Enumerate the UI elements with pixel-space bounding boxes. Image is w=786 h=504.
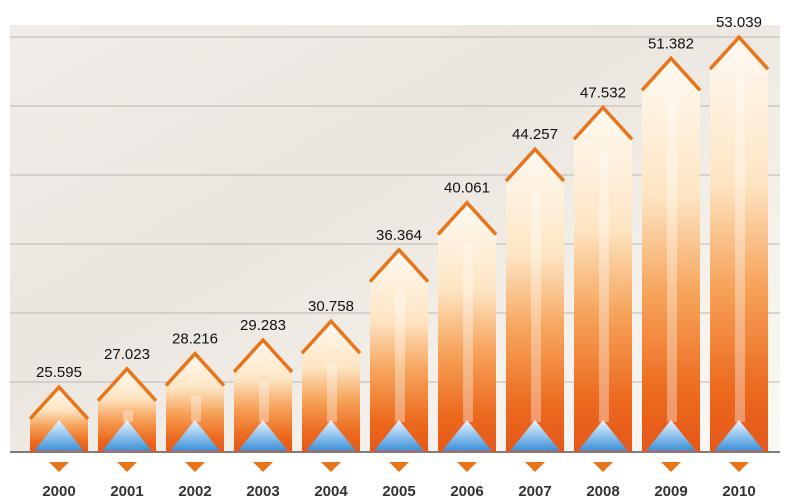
value-label: 53.039 <box>716 14 762 31</box>
x-tick-label: 2004 <box>314 483 348 500</box>
bar <box>302 321 360 452</box>
bar <box>642 58 700 453</box>
x-tick-label: 2000 <box>42 483 75 500</box>
value-label: 25.595 <box>36 364 82 381</box>
bar-highlight <box>259 381 269 422</box>
bar-base-triangle <box>510 420 560 451</box>
bar <box>710 37 768 452</box>
bar-cap <box>232 337 294 374</box>
bar-highlight <box>531 191 541 422</box>
bar-base-triangle <box>170 420 220 451</box>
bar <box>98 368 156 452</box>
bar-pointer <box>253 462 273 472</box>
bar-base-triangle <box>374 420 424 451</box>
bar <box>234 340 292 452</box>
bar-cap <box>572 104 634 141</box>
value-label: 30.758 <box>308 298 354 315</box>
bar-highlight <box>327 363 337 422</box>
bar-pointer <box>321 462 341 472</box>
bar-pointer <box>117 462 137 472</box>
bar <box>438 202 496 452</box>
value-label: 28.216 <box>172 331 218 348</box>
x-tick-label: 2008 <box>586 483 619 500</box>
value-label: 44.257 <box>512 126 558 143</box>
bar-highlight <box>463 244 473 422</box>
x-tick-label: 2001 <box>110 483 143 500</box>
bar-pointer <box>661 462 681 472</box>
bar <box>166 353 224 452</box>
x-tick-label: 2002 <box>178 483 211 500</box>
bar-cap <box>504 146 566 183</box>
x-tick-label: 2003 <box>246 483 279 500</box>
bar-highlight <box>599 149 609 422</box>
bar-pointer <box>729 462 749 472</box>
bar-highlight <box>735 79 745 422</box>
bar <box>370 249 428 452</box>
bar-cap <box>164 351 226 387</box>
bar-highlight <box>667 100 677 423</box>
value-label: 29.283 <box>240 317 286 334</box>
bar-pointer <box>185 462 205 472</box>
bar-pointer <box>457 462 477 472</box>
bar-cap <box>368 247 430 283</box>
bar-pointer <box>389 462 409 472</box>
bar-highlight <box>123 410 133 422</box>
x-tick-label: 2005 <box>382 483 415 500</box>
value-label: 27.023 <box>104 346 150 363</box>
bar-cap <box>300 318 362 355</box>
bar-highlight <box>191 395 201 422</box>
bar-base-triangle <box>306 420 356 451</box>
value-label: 47.532 <box>580 84 626 101</box>
bar-base-triangle <box>238 420 288 451</box>
value-label: 40.061 <box>444 180 490 197</box>
value-label: 36.364 <box>376 227 422 244</box>
bar <box>506 149 564 452</box>
bar-pointer <box>525 462 545 472</box>
bar-base-triangle <box>34 420 84 451</box>
x-tick-label: 2007 <box>518 483 551 500</box>
bar-highlight <box>395 291 405 422</box>
bar-base-triangle <box>578 420 628 451</box>
bar-cap <box>28 384 90 421</box>
bar-cap <box>708 34 770 71</box>
value-label: 51.382 <box>648 35 694 52</box>
bar <box>574 107 632 452</box>
bar-base-triangle <box>646 420 696 451</box>
bar-cap <box>436 200 498 236</box>
bar-pointer <box>49 462 69 472</box>
x-tick-label: 2010 <box>722 483 755 500</box>
x-tick-label: 2006 <box>450 483 483 500</box>
bar-base-triangle <box>442 420 492 451</box>
bar-base-triangle <box>714 420 764 451</box>
bar-cap <box>96 366 158 402</box>
bar-cap <box>640 55 702 92</box>
bar-base-triangle <box>102 420 152 451</box>
bar-pointer <box>593 462 613 472</box>
x-tick-label: 2009 <box>654 483 687 500</box>
